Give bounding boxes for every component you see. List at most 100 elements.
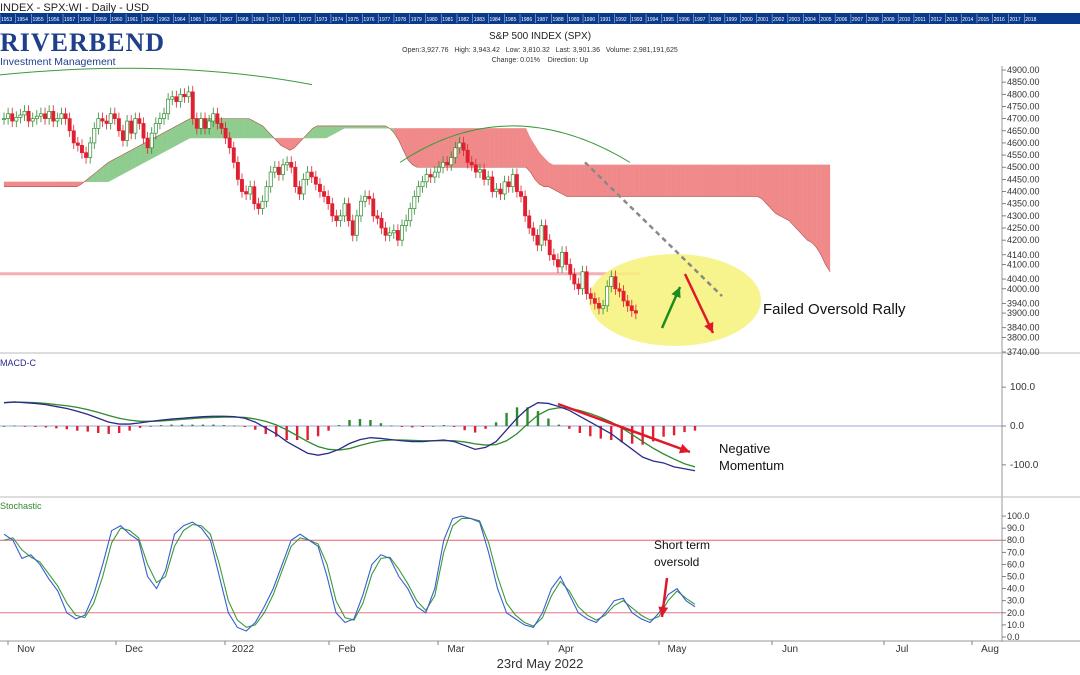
- ichimoku-cloud-bearish: [12, 181, 18, 187]
- candle-body: [391, 230, 396, 234]
- timeline-year-label: 1990: [584, 17, 595, 23]
- x-axis-label: Nov: [17, 644, 35, 655]
- candle-body: [342, 203, 347, 217]
- candle-body: [92, 127, 97, 144]
- ichimoku-cloud-bearish: [566, 164, 572, 197]
- candle-body: [592, 298, 597, 304]
- macd-histogram-bar: [589, 426, 592, 437]
- timeline-year-label: 1959: [96, 17, 107, 23]
- stoch-axis-label: 50.0: [1007, 572, 1025, 582]
- candle-body: [469, 162, 474, 166]
- ichimoku-cloud-bearish: [711, 164, 717, 197]
- candle-body: [519, 191, 523, 197]
- macd-histogram-bar: [201, 424, 205, 426]
- price-axis-label: 4100.00: [1007, 259, 1040, 269]
- candle-body: [597, 303, 601, 309]
- candle-body: [580, 271, 585, 290]
- macd-line: [3, 401, 696, 472]
- candle-body: [47, 110, 52, 119]
- candle-body: [568, 264, 573, 275]
- ichimoku-cloud-bearish: [58, 181, 64, 187]
- ichimoku-cloud-bearish: [40, 181, 45, 187]
- candle-body: [199, 118, 203, 129]
- candle-body: [322, 191, 327, 197]
- ichimoku-cloud-bullish: [344, 125, 350, 129]
- candle-body: [14, 117, 19, 122]
- ichimoku-cloud-bearish: [398, 128, 404, 151]
- timeline-year-label: 1993: [631, 17, 642, 23]
- macd-histogram-bar: [86, 426, 89, 432]
- macd-histogram-bar: [473, 426, 477, 433]
- ichimoku-cloud-bullish: [239, 118, 245, 139]
- candle-body: [387, 232, 392, 236]
- ichimoku-cloud-bearish: [557, 164, 563, 195]
- high-value: 3,943.42: [472, 47, 500, 54]
- price-axis-label: 4400.00: [1007, 187, 1040, 197]
- timeline-year-label: 1979: [411, 17, 422, 23]
- timeline-year-label: 2008: [868, 17, 879, 23]
- ichimoku-cloud-bullish: [362, 125, 368, 129]
- x-axis-label: Apr: [558, 644, 574, 655]
- ichimoku-cloud-bearish: [494, 128, 499, 168]
- stoch-axis-label: 100.0: [1007, 511, 1030, 521]
- macd-histogram-bar: [348, 419, 351, 426]
- macd-histogram-bar: [526, 407, 529, 426]
- timeline-year-label: 2005: [820, 17, 831, 23]
- ichimoku-cloud-bearish: [720, 164, 726, 197]
- candle-body: [613, 276, 618, 290]
- macd-histogram-bar: [44, 426, 48, 428]
- timeline-year-label: 1976: [363, 17, 374, 23]
- stoch-axis-label: 90.0: [1007, 523, 1025, 533]
- timeline-year-label: 1989: [568, 17, 579, 23]
- candle-body: [609, 276, 614, 287]
- candle-body: [420, 181, 425, 188]
- ichimoku-cloud-bearish: [811, 164, 817, 248]
- candle-body: [194, 118, 199, 129]
- candle-body: [539, 225, 544, 246]
- ichimoku-cloud-bearish: [820, 164, 826, 265]
- candle-body: [404, 220, 409, 226]
- macd-histogram-bar: [452, 426, 456, 427]
- ichimoku-cloud-bearish: [76, 181, 82, 187]
- candle-body: [75, 142, 80, 146]
- candle-body: [227, 137, 232, 149]
- candle-body: [182, 93, 187, 98]
- ichimoku-cloud-bearish: [734, 164, 740, 197]
- candle-body: [244, 191, 249, 195]
- ichimoku-cloud-bearish: [516, 128, 522, 168]
- macd-histogram-bar: [390, 425, 393, 427]
- candle-body: [572, 273, 577, 285]
- macd-histogram-bar: [568, 426, 571, 429]
- negative-momentum-line2: Momentum: [719, 458, 785, 473]
- candle-body: [289, 162, 294, 168]
- timeline-year-label: 1988: [553, 17, 564, 23]
- timeline-year-label: 1973: [316, 17, 327, 23]
- ichimoku-cloud-bearish: [71, 181, 77, 187]
- ichimoku-cloud-bearish: [684, 164, 690, 197]
- momentum-arrow-head: [678, 443, 690, 454]
- candle-body: [108, 113, 113, 124]
- macd-histogram-bar: [316, 426, 320, 437]
- price-axis-label: 4550.00: [1007, 150, 1040, 160]
- candle-body: [576, 283, 581, 290]
- timeline-year-label: 2010: [899, 17, 910, 23]
- ichimoku-cloud-bearish: [652, 164, 658, 197]
- direction-label: Direction:: [547, 57, 578, 64]
- ichimoku-cloud-bearish: [798, 164, 803, 236]
- ichimoku-cloud-bearish: [44, 181, 50, 187]
- x-axis-label: Jul: [896, 644, 909, 655]
- candle-body: [22, 110, 27, 116]
- timeline-year-label: 1970: [269, 17, 280, 23]
- ichimoku-cloud-bearish: [53, 181, 59, 187]
- macd-histogram-bar: [610, 426, 613, 440]
- macd-histogram-bar: [306, 426, 309, 440]
- candle-body: [543, 225, 548, 241]
- candle-body: [276, 166, 281, 175]
- timeline-year-label: 1975: [348, 17, 359, 23]
- candle-body: [482, 169, 487, 180]
- macd-histogram-bar: [264, 426, 267, 434]
- candle-body: [371, 198, 376, 217]
- ichimoku-cloud-bullish: [135, 145, 141, 168]
- macd-histogram-bar: [505, 412, 508, 426]
- ichimoku-cloud-bullish: [253, 120, 259, 139]
